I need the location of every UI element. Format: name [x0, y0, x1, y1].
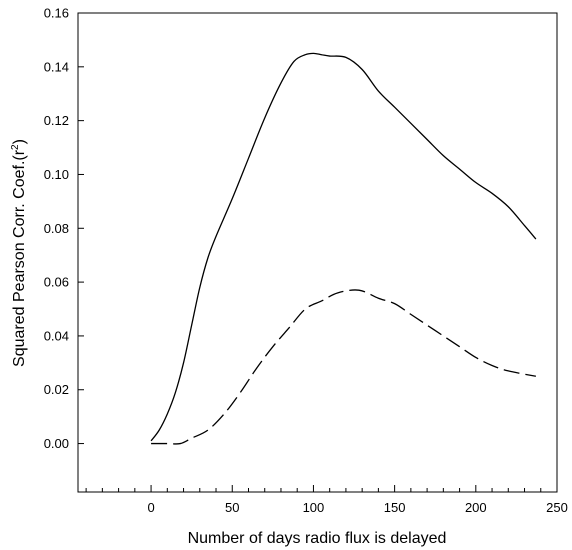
- y-tick-label: 0.12: [44, 113, 69, 128]
- y-tick-label: 0.00: [44, 436, 69, 451]
- y-tick-label: 0.08: [44, 221, 69, 236]
- y-axis-label: Squared Pearson Corr. Coef.(r2): [10, 139, 28, 367]
- y-axis-label-close: ): [11, 139, 28, 144]
- y-axis-label-main: Squared Pearson Corr. Coef.(r: [11, 149, 28, 367]
- x-axis-ticks: 0 50 100 150 200 250: [85, 485, 568, 515]
- y-axis-label-superscript: 2: [10, 144, 21, 150]
- y-tick-label: 0.10: [44, 167, 69, 182]
- series-line-dashed: [151, 289, 537, 445]
- x-axis-label: Number of days radio flux is delayed: [188, 530, 447, 547]
- series-layer: [150, 52, 537, 445]
- y-tick-label: 0.02: [44, 382, 69, 397]
- y-tick-label: 0.14: [44, 59, 69, 74]
- plot-frame: [77, 12, 558, 493]
- x-tick-label: 50: [225, 500, 239, 515]
- y-tick-label: 0.16: [44, 6, 69, 21]
- y-axis-ticks: 0.00 0.02 0.04 0.06 0.08 0.10 0.12 0.14 0.16: [44, 6, 84, 451]
- series-line-solid: [150, 52, 537, 442]
- x-tick-label: 100: [303, 500, 325, 515]
- x-tick-label: 150: [384, 500, 406, 515]
- x-tick-label: 250: [546, 500, 568, 515]
- x-tick-label: 200: [465, 500, 487, 515]
- y-tick-label: 0.06: [44, 275, 69, 290]
- y-tick-label: 0.04: [44, 328, 69, 343]
- x-tick-label: 0: [147, 500, 154, 515]
